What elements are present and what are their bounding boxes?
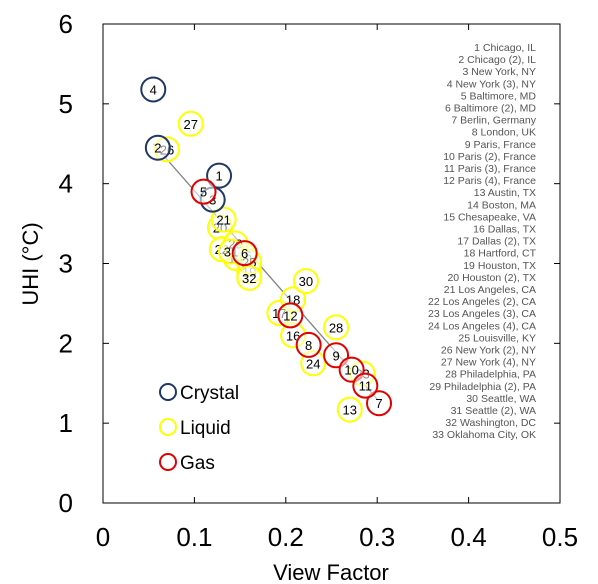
city-key-entry: 14 Boston, MA bbox=[467, 199, 536, 211]
legend-label-crystal: Crystal bbox=[180, 383, 239, 404]
legend-label-liquid: Liquid bbox=[180, 418, 231, 439]
city-key-entry: 21 Los Angeles, CA bbox=[444, 284, 536, 296]
x-tick-label: 0 bbox=[96, 522, 110, 552]
data-point-gas bbox=[352, 372, 379, 399]
data-point-gas bbox=[231, 240, 258, 267]
city-key-entry: 7 Berlin, Germany bbox=[451, 115, 536, 127]
y-tick-label: 6 bbox=[59, 9, 73, 39]
data-point-label: 16 bbox=[286, 328, 300, 343]
data-point-label: 9 bbox=[332, 348, 339, 363]
city-key-entry: 26 New York (2), NY bbox=[441, 345, 536, 357]
city-key-entry: 4 New York (3), NY bbox=[447, 78, 536, 90]
city-key-entry: 28 Philadelphia, PA bbox=[445, 369, 536, 381]
y-tick-label: 0 bbox=[59, 488, 73, 518]
city-key-entry: 15 Chesapeake, VA bbox=[443, 211, 536, 223]
x-tick-label: 0.1 bbox=[176, 522, 212, 552]
city-key-entry: 31 Seattle (2), WA bbox=[451, 405, 536, 417]
data-point-label: 30 bbox=[299, 274, 313, 289]
data-point-gas bbox=[277, 302, 304, 329]
x-tick-label: 0.5 bbox=[542, 522, 578, 552]
city-key-entry: 13 Austin, TX bbox=[474, 187, 536, 199]
city-key-entry: 18 Hartford, CT bbox=[464, 248, 537, 260]
y-tick-label: 4 bbox=[59, 169, 73, 199]
data-point-liquid bbox=[292, 268, 319, 295]
city-key-entry: 23 Los Angeles (3), CA bbox=[428, 308, 536, 320]
x-tick-label: 0.3 bbox=[359, 522, 395, 552]
city-key-entry: 30 Seattle, WA bbox=[466, 393, 536, 405]
data-point-gas bbox=[190, 178, 217, 205]
data-point-label: 11 bbox=[359, 379, 373, 394]
city-key-entry: 1 Chicago, IL bbox=[474, 42, 536, 54]
data-point-liquid bbox=[336, 396, 363, 423]
data-point-liquid bbox=[236, 264, 263, 291]
city-key-entry: 9 Paris, France bbox=[465, 139, 536, 151]
legend-marker-gas bbox=[159, 453, 177, 471]
data-point-label: 2 bbox=[154, 141, 161, 156]
y-tick-label: 3 bbox=[59, 249, 73, 279]
x-tick-label: 0.4 bbox=[451, 522, 487, 552]
data-point-label: 5 bbox=[200, 185, 207, 200]
legend-marker-crystal bbox=[159, 383, 177, 401]
data-point-liquid bbox=[210, 206, 237, 233]
legend: Crystal Liquid Gas bbox=[159, 383, 239, 474]
data-point-label: 13 bbox=[343, 403, 357, 418]
data-point-label: 12 bbox=[283, 308, 297, 323]
data-point-label: 4 bbox=[150, 82, 157, 97]
city-key-entry: 5 Baltimore, MD bbox=[461, 90, 537, 102]
city-key-entry: 8 London, UK bbox=[472, 127, 536, 139]
data-point-label: 6 bbox=[241, 246, 248, 261]
x-axis-title: View Factor bbox=[273, 560, 389, 584]
city-key-entry: 24 Los Angeles (4), CA bbox=[428, 320, 536, 332]
data-point-label: 21 bbox=[216, 213, 230, 228]
city-key-entry: 20 Houston (2), TX bbox=[447, 272, 536, 284]
city-key: 1 Chicago, IL2 Chicago (2), IL3 New York… bbox=[428, 42, 537, 441]
city-key-entry: 25 Louisville, KY bbox=[458, 332, 536, 344]
y-axis-title: UHI (°C) bbox=[18, 222, 43, 305]
city-key-entry: 32 Washington, DC bbox=[445, 417, 536, 429]
data-point-label: 10 bbox=[344, 363, 358, 378]
y-tick-label: 1 bbox=[59, 408, 73, 438]
legend-label-gas: Gas bbox=[180, 453, 215, 474]
data-point-label: 24 bbox=[306, 356, 320, 371]
city-key-entry: 22 Los Angeles (2), CA bbox=[428, 296, 536, 308]
data-point-crystal bbox=[206, 162, 233, 189]
city-key-entry: 10 Paris (2), France bbox=[443, 151, 536, 163]
data-point-crystal bbox=[140, 76, 167, 103]
city-key-entry: 17 Dallas (2), TX bbox=[457, 236, 536, 248]
data-point-label: 8 bbox=[305, 338, 312, 353]
data-points: 1314151617181920212223242526272829303132… bbox=[140, 76, 393, 423]
city-key-entry: 27 New York (4), NY bbox=[441, 357, 536, 369]
data-point-label: 32 bbox=[242, 271, 256, 286]
y-tick-label: 5 bbox=[59, 89, 73, 119]
city-key-entry: 19 Houston, TX bbox=[463, 260, 536, 272]
city-key-entry: 29 Philadelphia (2), PA bbox=[429, 381, 536, 393]
legend-marker-liquid bbox=[159, 418, 177, 436]
data-point-label: 28 bbox=[329, 320, 343, 335]
city-key-entry: 16 Dallas, TX bbox=[473, 224, 536, 236]
data-point-liquid bbox=[323, 314, 350, 341]
x-tick-label: 0.2 bbox=[268, 522, 304, 552]
city-key-entry: 6 Baltimore (2), MD bbox=[445, 103, 536, 115]
city-key-entry: 12 Paris (4), France bbox=[443, 175, 536, 187]
city-key-entry: 2 Chicago (2), IL bbox=[458, 54, 536, 66]
data-point-gas bbox=[366, 390, 393, 417]
data-point-liquid bbox=[177, 110, 204, 137]
data-point-gas bbox=[295, 331, 322, 358]
data-point-crystal bbox=[144, 134, 171, 161]
data-point-label: 27 bbox=[184, 117, 198, 132]
data-point-label: 1 bbox=[215, 169, 222, 184]
city-key-entry: 3 New York, NY bbox=[462, 66, 536, 78]
y-tick-label: 2 bbox=[59, 328, 73, 358]
city-key-entry: 33 Oklahoma City, OK bbox=[432, 429, 536, 441]
city-key-entry: 11 Paris (3), France bbox=[444, 163, 536, 175]
data-point-label: 7 bbox=[375, 396, 382, 411]
